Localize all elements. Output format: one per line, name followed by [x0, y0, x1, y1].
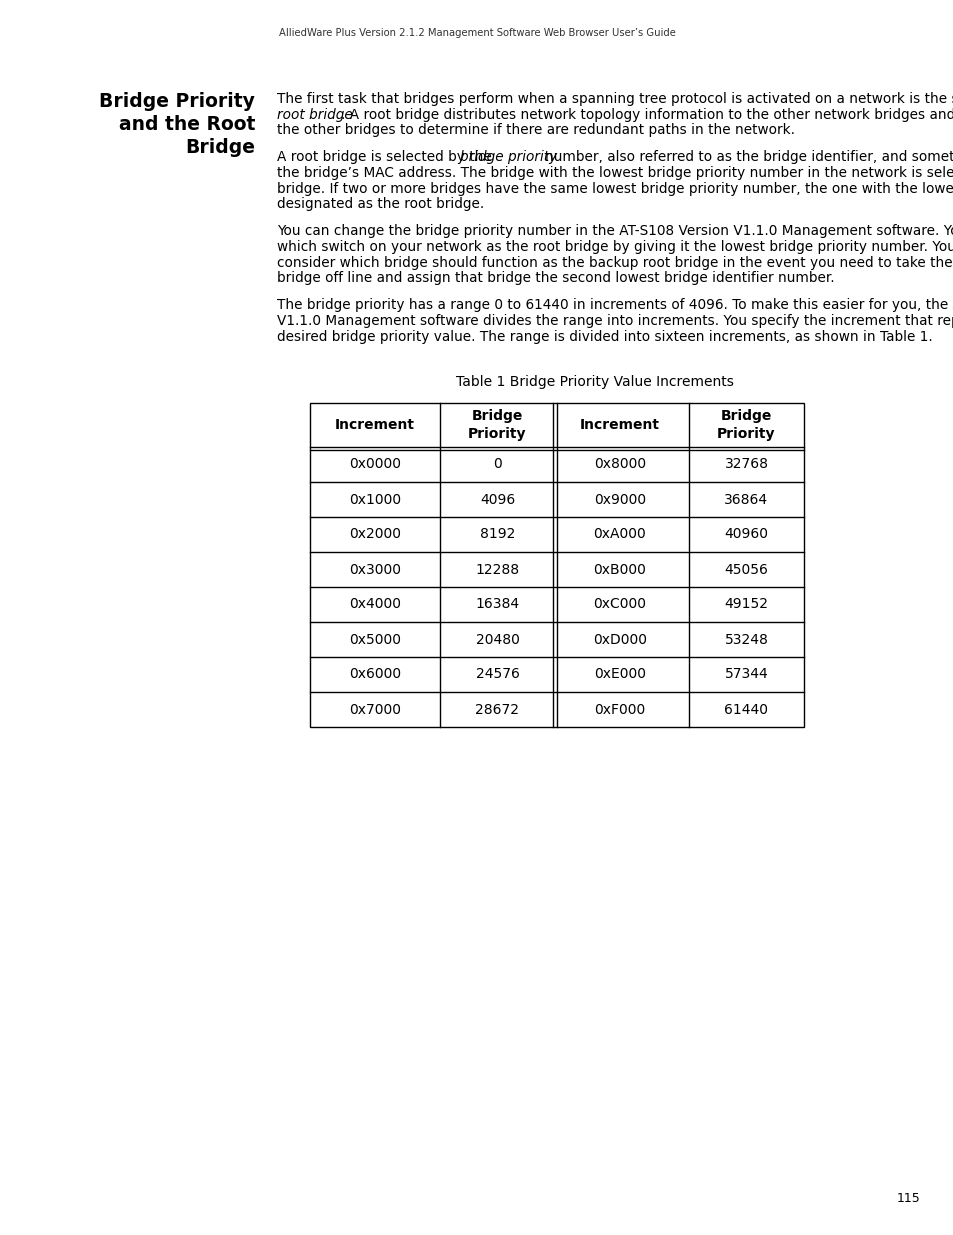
Text: bridge off line and assign that bridge the second lowest bridge identifier numbe: bridge off line and assign that bridge t…: [276, 270, 834, 285]
Text: The first task that bridges perform when a spanning tree protocol is activated o: The first task that bridges perform when…: [276, 91, 953, 106]
Text: 24576: 24576: [475, 667, 518, 682]
Text: 53248: 53248: [723, 632, 767, 646]
Text: designated as the root bridge.: designated as the root bridge.: [276, 198, 484, 211]
Text: You can change the bridge priority number in the AT-S108 Version V1.1.0 Manageme: You can change the bridge priority numbe…: [276, 225, 953, 238]
Text: 115: 115: [895, 1192, 919, 1205]
Text: desired bridge priority value. The range is divided into sixteen increments, as : desired bridge priority value. The range…: [276, 330, 932, 343]
Text: 0x3000: 0x3000: [349, 562, 400, 577]
Text: 8192: 8192: [479, 527, 515, 541]
Text: AlliedWare Plus Version 2.1.2 Management Software Web Browser User’s Guide: AlliedWare Plus Version 2.1.2 Management…: [278, 28, 675, 38]
Bar: [310, 403, 803, 727]
Text: . A root bridge distributes network topology information to the other network br: . A root bridge distributes network topo…: [341, 107, 953, 121]
Text: 0xE000: 0xE000: [594, 667, 645, 682]
Text: 0xA000: 0xA000: [593, 527, 646, 541]
Text: Table 1 Bridge Priority Value Increments: Table 1 Bridge Priority Value Increments: [456, 375, 733, 389]
Text: 36864: 36864: [723, 493, 768, 506]
Text: 12288: 12288: [475, 562, 519, 577]
Text: 0x8000: 0x8000: [594, 457, 645, 472]
Text: which switch on your network as the root bridge by giving it the lowest bridge p: which switch on your network as the root…: [276, 240, 953, 254]
Text: 4096: 4096: [479, 493, 515, 506]
Text: number, also referred to as the bridge identifier, and sometimes: number, also referred to as the bridge i…: [544, 151, 953, 164]
Text: V1.1.0 Management software divides the range into increments. You specify the in: V1.1.0 Management software divides the r…: [276, 314, 953, 329]
Text: Bridge Priority: Bridge Priority: [99, 91, 254, 111]
Text: bridge. If two or more bridges have the same lowest bridge priority number, the : bridge. If two or more bridges have the …: [276, 182, 953, 195]
Text: 16384: 16384: [475, 598, 519, 611]
Text: 0x2000: 0x2000: [349, 527, 400, 541]
Text: 0xF000: 0xF000: [594, 703, 645, 716]
Text: 0xD000: 0xD000: [593, 632, 646, 646]
Text: the other bridges to determine if there are redundant paths in the network.: the other bridges to determine if there …: [276, 124, 794, 137]
Text: 0x0000: 0x0000: [349, 457, 400, 472]
Text: 0x4000: 0x4000: [349, 598, 400, 611]
Text: 0xB000: 0xB000: [593, 562, 646, 577]
Text: 40960: 40960: [723, 527, 768, 541]
Text: A root bridge is selected by the: A root bridge is selected by the: [276, 151, 496, 164]
Text: Bridge
Priority: Bridge Priority: [717, 409, 775, 441]
Text: bridge priority: bridge priority: [459, 151, 560, 164]
Text: 0: 0: [493, 457, 501, 472]
Text: Increment: Increment: [579, 417, 659, 432]
Text: Bridge
Priority: Bridge Priority: [468, 409, 526, 441]
Text: 0x7000: 0x7000: [349, 703, 400, 716]
Text: 45056: 45056: [723, 562, 767, 577]
Text: 32768: 32768: [723, 457, 768, 472]
Text: Bridge: Bridge: [185, 138, 254, 157]
Text: consider which bridge should function as the backup root bridge in the event you: consider which bridge should function as…: [276, 256, 953, 269]
Text: 57344: 57344: [724, 667, 767, 682]
Text: Increment: Increment: [335, 417, 415, 432]
Text: 49152: 49152: [723, 598, 768, 611]
Text: 0x6000: 0x6000: [349, 667, 400, 682]
Text: 0x9000: 0x9000: [594, 493, 645, 506]
Text: The bridge priority has a range 0 to 61440 in increments of 4096. To make this e: The bridge priority has a range 0 to 614…: [276, 299, 953, 312]
Text: 0x5000: 0x5000: [349, 632, 400, 646]
Text: and the Root: and the Root: [118, 115, 254, 135]
Text: 61440: 61440: [723, 703, 768, 716]
Text: 0x1000: 0x1000: [349, 493, 400, 506]
Text: 20480: 20480: [475, 632, 518, 646]
Text: 0xC000: 0xC000: [593, 598, 646, 611]
Text: the bridge’s MAC address. The bridge with the lowest bridge priority number in t: the bridge’s MAC address. The bridge wit…: [276, 165, 953, 180]
Text: 28672: 28672: [475, 703, 519, 716]
Text: root bridge: root bridge: [276, 107, 356, 121]
